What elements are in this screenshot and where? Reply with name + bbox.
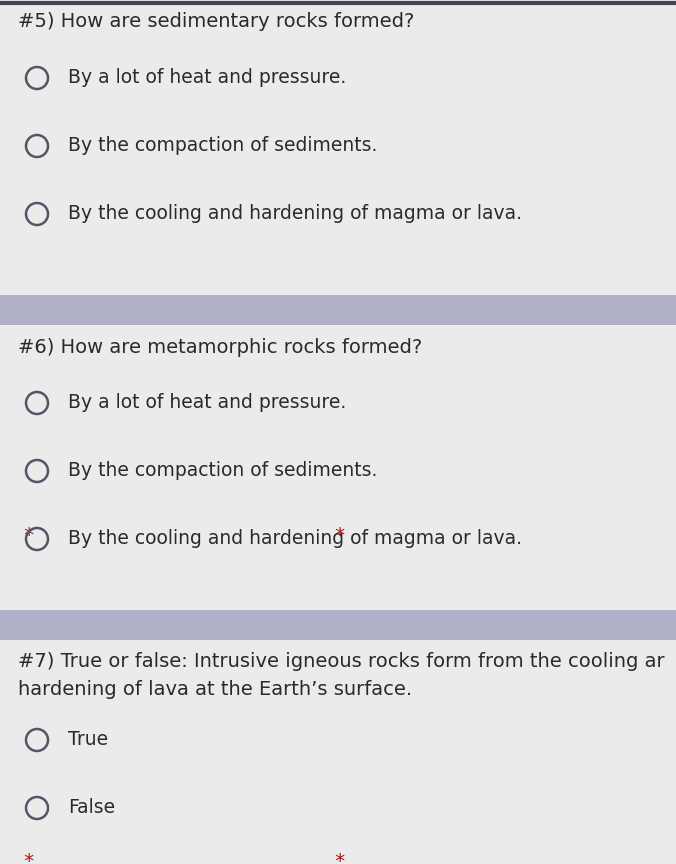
Text: By the compaction of sediments.: By the compaction of sediments. (68, 136, 377, 155)
Text: *: * (329, 526, 345, 545)
FancyBboxPatch shape (0, 610, 676, 640)
Text: #6) How are metamorphic rocks formed?: #6) How are metamorphic rocks formed? (18, 338, 422, 357)
Text: By the cooling and hardening of magma or lava.: By the cooling and hardening of magma or… (68, 529, 522, 548)
FancyBboxPatch shape (0, 325, 676, 610)
Text: #5) How are sedimentary rocks formed?: #5) How are sedimentary rocks formed? (18, 12, 414, 31)
Text: *: * (18, 526, 34, 545)
FancyBboxPatch shape (0, 640, 676, 864)
Text: True: True (68, 730, 108, 749)
Text: By a lot of heat and pressure.: By a lot of heat and pressure. (68, 393, 346, 412)
Text: By the compaction of sediments.: By the compaction of sediments. (68, 461, 377, 480)
FancyBboxPatch shape (0, 5, 676, 295)
Text: #7) True or false: Intrusive igneous rocks form from the cooling ar: #7) True or false: Intrusive igneous roc… (18, 652, 665, 671)
Text: hardening of lava at the Earth’s surface.: hardening of lava at the Earth’s surface… (18, 680, 412, 699)
Text: By a lot of heat and pressure.: By a lot of heat and pressure. (68, 68, 346, 87)
Text: By the cooling and hardening of magma or lava.: By the cooling and hardening of magma or… (68, 204, 522, 223)
Text: *: * (18, 852, 34, 864)
Text: False: False (68, 798, 115, 817)
FancyBboxPatch shape (0, 295, 676, 325)
Text: *: * (329, 852, 345, 864)
